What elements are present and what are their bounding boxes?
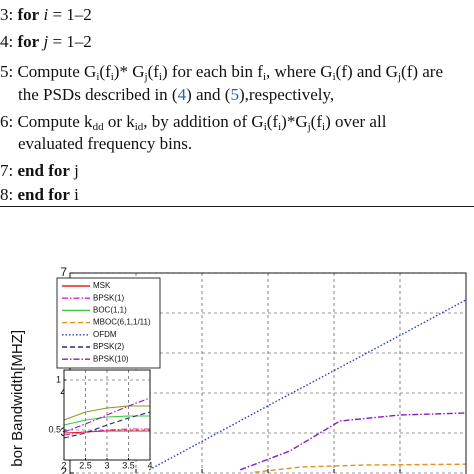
- algo-line: 3: for i = 1–2: [0, 5, 92, 25]
- sub: i: [278, 121, 282, 133]
- text: (f) are: [401, 62, 444, 81]
- algo-line: 4: for j = 1–2: [0, 32, 92, 52]
- algo-line: evaluated frequency bins.: [18, 134, 192, 154]
- sub: j: [144, 71, 148, 83]
- link[interactable]: 4: [177, 85, 187, 104]
- text: (f) and G: [335, 62, 398, 81]
- series-line: [148, 299, 467, 471]
- sub: i: [263, 121, 267, 133]
- x-tick-label: 3.5: [122, 460, 135, 470]
- text: the PSDs described in (: [18, 85, 178, 104]
- legend-label: BOC(1,1): [93, 306, 127, 315]
- series-line: [63, 411, 151, 439]
- text: ) and (: [186, 85, 231, 104]
- sub: j: [397, 71, 402, 83]
- legend-label: BPSK(10): [93, 354, 129, 363]
- sub: dd: [92, 121, 104, 133]
- sub: i: [262, 71, 267, 83]
- x-tick-label: 3: [104, 460, 109, 470]
- text: , where G: [266, 62, 333, 81]
- legend-label: OFDM: [93, 330, 117, 339]
- algo-line: the PSDs described in (4) and (5),respec…: [18, 85, 334, 105]
- x-tick-label: 4: [147, 460, 152, 470]
- x-tick-label: 2.5: [79, 460, 92, 470]
- text: , by addition of G: [143, 112, 264, 131]
- keyword: end for: [17, 161, 70, 180]
- y-tick-label: 7: [60, 265, 67, 279]
- text: i: [43, 5, 49, 24]
- text: = 1–2: [48, 5, 92, 24]
- algo-line: 7: end for j: [0, 161, 79, 181]
- text: (f: [310, 112, 322, 131]
- y-tick-label: 2: [60, 465, 67, 474]
- text: )*G: [281, 112, 308, 131]
- series-line: [63, 428, 150, 436]
- series-line: [63, 430, 150, 434]
- sub: id: [134, 121, 144, 133]
- text: j: [69, 161, 79, 180]
- sub: i: [96, 71, 100, 83]
- text: = 1–2: [48, 32, 92, 51]
- keyword: for: [17, 32, 40, 51]
- sub: i: [332, 71, 336, 83]
- text: 5: Compute G: [0, 62, 97, 81]
- legend-label: MSK: [93, 281, 111, 290]
- legend-label: BPSK(1): [93, 293, 124, 302]
- text: (f: [99, 62, 111, 81]
- text: ) over all: [325, 112, 387, 131]
- series-line: [240, 412, 467, 471]
- text: )* G: [113, 62, 145, 81]
- link[interactable]: 5: [230, 85, 239, 104]
- text: or k: [103, 112, 135, 131]
- series-line: [254, 463, 467, 473]
- keyword: for: [17, 5, 40, 24]
- text: 3:: [0, 5, 18, 24]
- text: evaluated frequency bins.: [18, 134, 193, 153]
- series-line: [63, 397, 151, 433]
- sub: i: [322, 121, 326, 133]
- algo-line: 5: Compute Gi(fi)* Gj(fi) for each bin f…: [0, 62, 444, 83]
- x-tick-label: 2: [61, 460, 66, 470]
- text: j: [43, 32, 49, 51]
- legend-label: MBOC(6,1,1/11): [93, 318, 151, 327]
- sub: i: [158, 71, 162, 83]
- legend-label: BPSK(2): [93, 342, 124, 351]
- text: 8:: [0, 185, 18, 204]
- algo-line: 8: end for i: [0, 185, 79, 205]
- text: i: [69, 185, 79, 204]
- text: 6: Compute k: [0, 112, 93, 131]
- y-axis-label: bor Bandwidth[MHZ]: [9, 330, 26, 467]
- rule: [0, 206, 474, 207]
- text: 4:: [0, 32, 18, 51]
- sub: j: [307, 121, 311, 133]
- series-line: [63, 405, 150, 421]
- keyword: end for: [17, 185, 70, 204]
- y-tick-label: 1: [56, 374, 61, 384]
- algorithm: 3: for i = 1–2 4: for j = 1–2 5: Compute…: [0, 0, 474, 204]
- text: 7:: [0, 161, 18, 180]
- y-tick-label: 0.5: [48, 424, 61, 434]
- text: ),respectively,: [238, 85, 335, 104]
- algo-line: 6: Compute kdd or kid, by addition of Gi…: [0, 112, 387, 133]
- text: (f: [147, 62, 159, 81]
- text: ) for each bin f: [161, 62, 263, 81]
- sub: i: [110, 71, 114, 83]
- plot-frame: [63, 369, 151, 461]
- text: (f: [266, 112, 279, 131]
